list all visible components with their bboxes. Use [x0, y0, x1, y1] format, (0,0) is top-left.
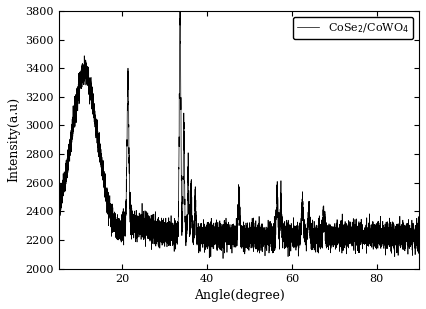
X-axis label: Angle(degree): Angle(degree): [193, 289, 284, 302]
Legend: CoSe$_2$/CoWO$_4$: CoSe$_2$/CoWO$_4$: [293, 16, 414, 39]
Y-axis label: Intensity(a.u): Intensity(a.u): [7, 97, 20, 182]
